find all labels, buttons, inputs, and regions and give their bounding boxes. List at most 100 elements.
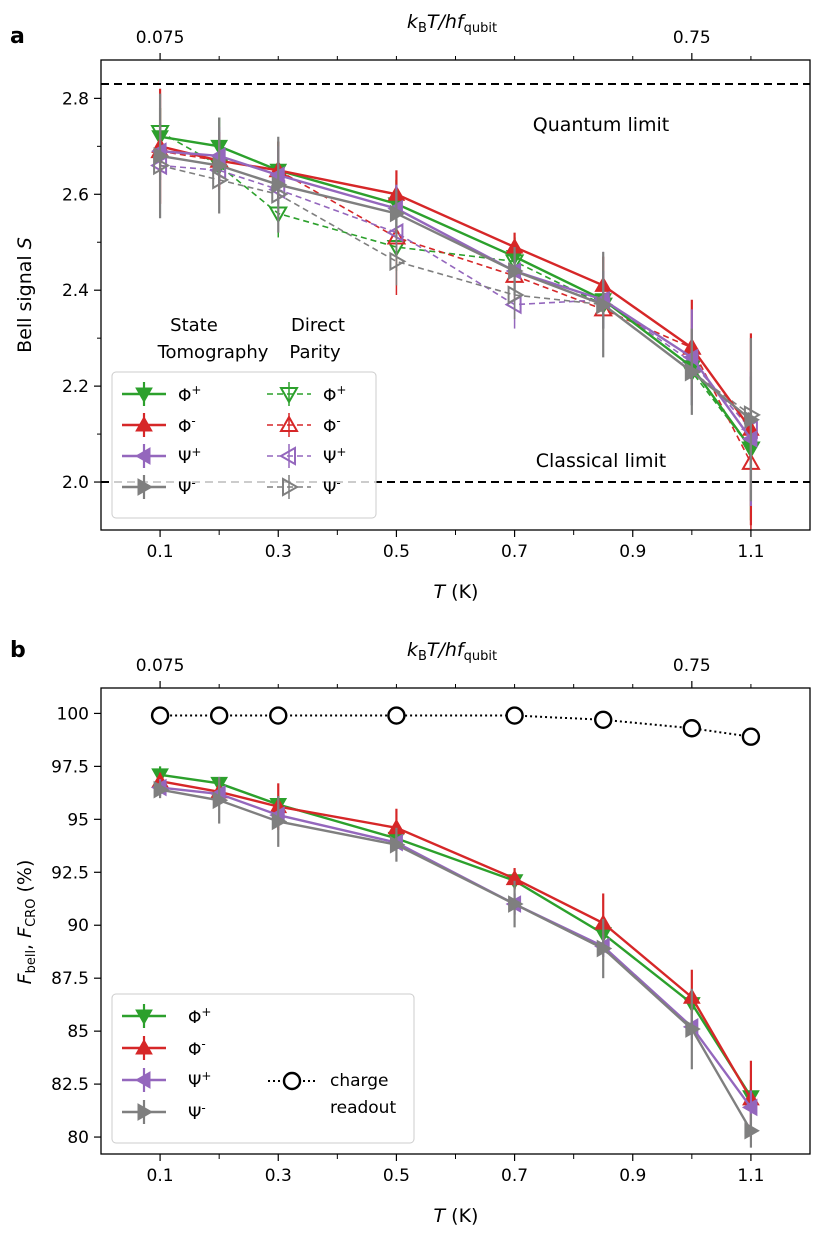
y-tick-label: 90 (67, 916, 89, 936)
data-point (153, 147, 170, 165)
series-a-3 (153, 93, 760, 502)
legend-item: Ψ+ (122, 1068, 211, 1092)
data-point (212, 791, 229, 810)
y-tick-label: 2.6 (62, 185, 89, 205)
legend-box-a (111, 371, 377, 519)
x-axis-title-a: T (K) (434, 581, 479, 603)
legend-marker (279, 414, 299, 432)
legend-marker (282, 477, 300, 497)
panel-letter-b: b (10, 638, 26, 663)
data-point (212, 156, 229, 175)
series-line (159, 135, 752, 450)
x-tick-label: 0.9 (619, 542, 646, 562)
panel-b: b kBT/hfqubit 0.1 0.3 0.5 0.7 0.9 1.1 0.075 0.7… (10, 638, 811, 1227)
y-tick-label: 97.5 (51, 757, 89, 777)
series-line (159, 149, 752, 440)
series-line (159, 788, 752, 1132)
panel-a: a kBT/hfqubit 0.1 0.3 0.5 0.7 0.9 1.1 0.075 0.7… (10, 11, 811, 603)
top-axis-title-b: kBT/hfqubit (407, 639, 497, 664)
legend-item: Φ- (122, 413, 196, 437)
data-point (744, 410, 760, 429)
legend-marker (282, 1071, 302, 1091)
legend-marker (135, 1038, 153, 1055)
legend-label-readout: readout (330, 1098, 396, 1118)
top-tick-label: 0.75 (673, 656, 711, 676)
plot-frame-b (100, 687, 811, 1155)
y-tick-label: 80 (67, 1128, 89, 1148)
x-tick-label: 0.3 (265, 542, 292, 562)
data-point (682, 719, 702, 738)
data-point (508, 262, 524, 280)
x-tick-label: 0.3 (265, 1166, 292, 1186)
data-point (271, 812, 288, 831)
top-axis-title-a: kBT/hfqubit (407, 11, 497, 36)
legend-box-b (111, 993, 415, 1144)
x-tick-label: 0.1 (147, 542, 174, 562)
data-point (389, 204, 406, 223)
panel-letter-a: a (10, 24, 25, 49)
top-tick-label: 0.075 (136, 656, 185, 676)
legend-label: Φ+ (178, 383, 201, 406)
data-point (505, 706, 524, 725)
data-point (744, 1121, 760, 1140)
data-point (741, 727, 761, 746)
legend-item: Φ+ (267, 382, 346, 406)
series-b-3 (153, 776, 760, 1148)
legend-label-charge: charge (330, 1071, 388, 1091)
legend-item: Φ+ (122, 1004, 211, 1028)
legend-item-charge (268, 1071, 318, 1091)
x-axis-title-b: T (K) (434, 1205, 479, 1227)
top-tick-label: 0.75 (673, 28, 711, 48)
legend-item: Ψ+ (267, 444, 346, 468)
legend-label: Ψ- (323, 476, 341, 499)
data-point (269, 706, 288, 725)
x-tick-label: 0.5 (383, 542, 410, 562)
legend-item: Φ+ (122, 382, 201, 406)
legend-marker (134, 1071, 151, 1089)
plot-frame-a (100, 59, 811, 531)
legend-item: Ψ- (122, 1100, 206, 1124)
legend-b: Φ+ Φ- Ψ+ Ψ- charge readout (111, 993, 415, 1144)
x-tick-label: 1.1 (737, 1166, 764, 1186)
y-axis-title-a: Bell signal S (14, 237, 36, 353)
series-line (159, 150, 752, 464)
x-tick-label: 0.1 (147, 1166, 174, 1186)
legend-item: Φ- (267, 413, 341, 437)
series-b-4 (150, 706, 761, 746)
data-point (387, 706, 406, 725)
series-line (160, 714, 752, 738)
series-line (159, 145, 752, 430)
quantum-limit-label: Quantum limit (533, 114, 670, 136)
x-tick-label: 1.1 (737, 542, 764, 562)
data-point (150, 706, 170, 725)
legend-marker (278, 446, 296, 466)
y-tick-label: 2.8 (62, 89, 89, 109)
series-line (159, 154, 752, 421)
x-tick-label: 0.9 (619, 1166, 646, 1186)
y-tick-label: 100 (57, 704, 89, 724)
legend-marker (134, 447, 151, 465)
data-point (389, 835, 406, 854)
data-point (596, 939, 613, 958)
legend-item: Ψ+ (122, 444, 201, 468)
y-tick-label: 87.5 (51, 969, 89, 989)
series-a (150, 88, 761, 530)
legend-item: Ψ- (267, 475, 341, 499)
y-tick-label: 2.0 (62, 473, 89, 493)
legend-header-state: State (170, 315, 218, 336)
data-point (596, 295, 613, 314)
x-tick-label: 0.7 (501, 1166, 528, 1186)
legend-label: Φ- (178, 414, 196, 437)
y-tick-label: 92.5 (51, 863, 89, 883)
legend-marker (137, 1103, 154, 1121)
axis-ticks-a: 0.1 0.3 0.5 0.7 0.9 1.1 0.075 0.75 2.0 2.2 2.4 2.6 2… (62, 28, 764, 562)
data-point (594, 710, 613, 729)
data-point (685, 1020, 701, 1038)
legend-marker (135, 1009, 153, 1026)
legend-marker (279, 387, 299, 405)
data-point (685, 362, 701, 381)
legend-a: State Tomography Direct Parity Φ+ Φ+ Φ- Φ- Ψ… (111, 315, 377, 519)
series-line (159, 773, 752, 1098)
series-b (150, 706, 761, 1148)
